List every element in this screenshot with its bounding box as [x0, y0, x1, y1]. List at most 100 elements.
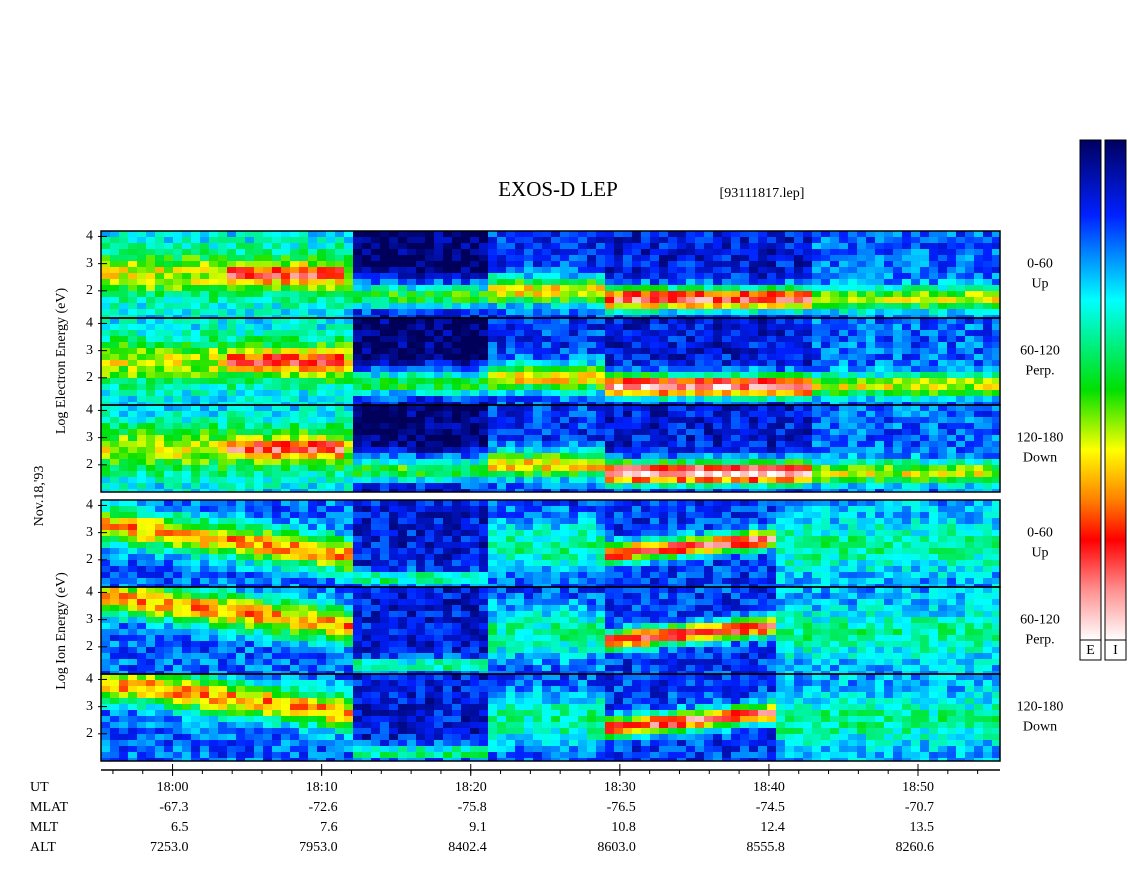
spectrogram-cell [614, 459, 623, 465]
spectrogram-cell [758, 249, 767, 255]
spectrogram-cell [605, 402, 614, 405]
spectrogram-cell [200, 354, 209, 360]
spectrogram-cell [155, 360, 164, 366]
spectrogram-cell [254, 530, 263, 536]
spectrogram-cell [542, 297, 551, 303]
spectrogram-cell [353, 423, 362, 429]
spectrogram-cell [722, 465, 731, 471]
spectrogram-cell [344, 459, 353, 465]
spectrogram-cell [695, 429, 704, 435]
spectrogram-cell [371, 237, 380, 243]
spectrogram-cell [137, 243, 146, 249]
spectrogram-cell [218, 267, 227, 273]
spectrogram-cell [659, 303, 668, 309]
spectrogram-cell [983, 483, 992, 489]
spectrogram-cell [848, 309, 857, 315]
spectrogram-cell [434, 459, 443, 465]
spectrogram-cell [812, 402, 821, 405]
spectrogram-cell [335, 542, 344, 548]
spectrogram-cell [110, 560, 119, 566]
spectrogram-cell [839, 489, 848, 492]
spectrogram-cell [245, 378, 254, 384]
spectrogram-cell [344, 512, 353, 518]
spectrogram-cell [785, 348, 794, 354]
spectrogram-cell [875, 309, 884, 315]
spectrogram-cell [785, 405, 794, 411]
spectrogram-cell [740, 483, 749, 489]
spectrogram-cell [236, 429, 245, 435]
spectrogram-cell [596, 285, 605, 291]
spectrogram-cell [173, 402, 182, 405]
spectrogram-cell [263, 267, 272, 273]
spectrogram-cell [209, 554, 218, 560]
spectrogram-cell [218, 303, 227, 309]
spectrogram-cell [695, 273, 704, 279]
spectrogram-cell [983, 324, 992, 330]
spectrogram-cell [569, 243, 578, 249]
spectrogram-cell [479, 291, 488, 297]
spectrogram-cell [893, 360, 902, 366]
spectrogram-cell [344, 572, 353, 578]
spectrogram-cell [686, 423, 695, 429]
spectrogram-cell [119, 542, 128, 548]
spectrogram-cell [533, 429, 542, 435]
spectrogram-cell [911, 453, 920, 459]
spectrogram-cell [992, 243, 1000, 249]
spectrogram-cell [596, 318, 605, 324]
spectrogram-cell [416, 441, 425, 447]
spectrogram-cell [866, 315, 875, 318]
spectrogram-cell [758, 297, 767, 303]
spectrogram-cell [371, 423, 380, 429]
spectrogram-cell [227, 354, 236, 360]
spectrogram-cell [200, 318, 209, 324]
spectrogram-cell [155, 453, 164, 459]
spectrogram-cell [974, 348, 983, 354]
spectrogram-cell [488, 297, 497, 303]
spectrogram-cell [299, 489, 308, 492]
spectrogram-cell [398, 297, 407, 303]
spectrogram-cell [857, 477, 866, 483]
spectrogram-cell [443, 336, 452, 342]
spectrogram-cell [731, 315, 740, 318]
spectrogram-cell [353, 483, 362, 489]
spectrogram-cell [650, 255, 659, 261]
spectrogram-cell [200, 348, 209, 354]
spectrogram-cell [380, 354, 389, 360]
spectrogram-cell [398, 315, 407, 318]
spectrogram-cell [893, 489, 902, 492]
spectrogram-cell [236, 417, 245, 423]
spectrogram-cell [200, 243, 209, 249]
spectrogram-cell [650, 405, 659, 411]
spectrogram-cell [983, 402, 992, 405]
spectrogram-cell [911, 447, 920, 453]
spectrogram-cell [479, 390, 488, 396]
spectrogram-cell [884, 396, 893, 402]
spectrogram-cell [254, 396, 263, 402]
spectrogram-cell [227, 554, 236, 560]
spectrogram-cell [956, 249, 965, 255]
spectrogram-cell [335, 384, 344, 390]
spectrogram-cell [911, 237, 920, 243]
spectrogram-cell [560, 411, 569, 417]
spectrogram-cell [353, 384, 362, 390]
spectrogram-cell [200, 309, 209, 315]
spectrogram-cell [326, 435, 335, 441]
spectrogram-cell [416, 390, 425, 396]
spectrogram-cell [200, 417, 209, 423]
spectrogram-cell [857, 471, 866, 477]
spectrogram-cell [974, 396, 983, 402]
spectrogram-cell [722, 402, 731, 405]
spectrogram-cell [920, 396, 929, 402]
spectrogram-cell [101, 465, 110, 471]
spectrogram-cell [587, 471, 596, 477]
spectrogram-cell [290, 423, 299, 429]
spectrogram-cell [596, 249, 605, 255]
spectrogram-cell [281, 411, 290, 417]
spectrogram-cell [335, 231, 344, 237]
spectrogram-cell [137, 506, 146, 512]
spectrogram-cell [470, 390, 479, 396]
spectrogram-cell [740, 447, 749, 453]
spectrogram-cell [254, 578, 263, 584]
spectrogram-cell [344, 584, 353, 587]
spectrogram-cell [506, 309, 515, 315]
